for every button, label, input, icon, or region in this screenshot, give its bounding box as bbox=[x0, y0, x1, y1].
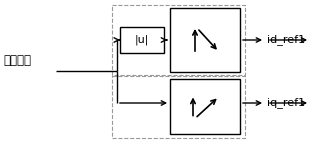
Bar bbox=[120, 27, 164, 53]
Bar bbox=[170, 79, 240, 134]
Text: |u|: |u| bbox=[135, 35, 149, 45]
Text: 扭矩需求: 扭矩需求 bbox=[3, 53, 31, 66]
Bar bbox=[170, 8, 240, 72]
Bar bbox=[112, 76, 245, 138]
Bar bbox=[112, 5, 245, 75]
Text: iq_ref1: iq_ref1 bbox=[267, 98, 305, 108]
Text: id_ref1: id_ref1 bbox=[267, 35, 305, 45]
